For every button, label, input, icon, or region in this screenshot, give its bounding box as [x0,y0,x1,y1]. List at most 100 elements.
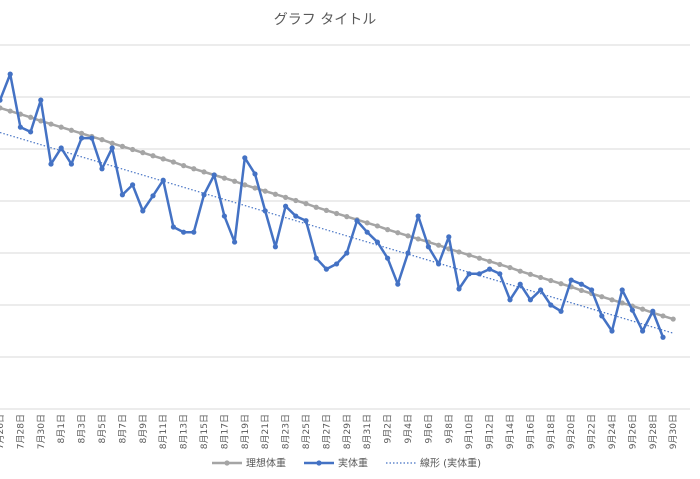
x-tick-label: 9月10日 [464,414,475,449]
x-tick-label: 9月14日 [505,414,516,449]
data-point [48,161,54,167]
data-point [476,255,482,261]
x-tick-label: 8月1日 [56,414,67,443]
data-point [354,218,360,224]
data-point [262,208,268,214]
data-point [68,127,74,133]
x-tick-label: 8月17日 [219,414,230,449]
data-point [17,124,23,130]
data-point [619,300,625,306]
data-point [58,124,64,130]
data-point [364,229,370,235]
data-point [7,71,13,77]
x-tick-label: 8月7日 [117,414,128,443]
data-point [578,281,585,287]
data-point [252,171,258,177]
data-point [609,297,615,303]
data-point [446,234,452,240]
x-tick-label: 8月21日 [260,414,271,449]
data-point [221,175,227,181]
legend-marker [224,460,230,466]
legend-marker [316,460,322,466]
data-point [293,213,299,219]
data-point [558,308,564,314]
x-tick-label: 8月31日 [362,414,373,449]
data-point [364,220,370,226]
data-point [293,197,299,204]
x-tick-label: 7月30日 [36,414,47,449]
data-point [558,281,564,287]
data-point [221,213,227,219]
data-point [619,287,625,293]
x-tick-label: 8月13日 [179,414,190,449]
data-point [119,143,125,149]
x-tick-label: 9月24日 [607,414,618,449]
data-point [140,150,146,156]
data-point [232,239,238,245]
data-point [334,261,340,267]
x-tick-label: 9月26日 [627,414,638,449]
legend-label: 線形 (実体重) [420,457,481,470]
x-tick-label: 9月30日 [668,414,679,449]
data-point [58,145,64,151]
trendline [0,131,674,334]
data-point [538,274,544,281]
data-point [191,166,197,172]
x-tick-label: 8月5日 [97,414,108,443]
data-point [232,178,238,184]
data-point [487,258,493,264]
data-point [48,121,54,127]
x-tick-label: 8月25日 [301,414,312,449]
data-point [150,153,156,159]
data-point [252,185,258,191]
data-point [466,252,472,258]
x-tick-label: 8月19日 [240,414,251,449]
data-point [313,255,319,261]
data-point [79,135,85,141]
data-point [487,266,493,272]
data-point [385,227,391,233]
data-point [130,146,136,153]
data-point [405,233,411,239]
series-line [0,72,665,338]
data-point [507,264,513,271]
data-point [425,244,431,250]
x-tick-label: 9月4日 [403,414,414,443]
data-point [660,313,666,319]
data-point [181,229,187,235]
data-point [517,268,523,274]
data-point [629,307,636,313]
data-point [599,313,605,319]
data-point [109,145,115,151]
data-point [68,161,74,167]
data-point [374,223,380,229]
data-point [640,306,646,312]
x-tick-label: 9月8日 [444,414,455,443]
data-point [415,236,421,242]
x-tick-label: 8月23日 [281,414,292,449]
data-point [344,214,350,220]
data-point [109,140,115,146]
data-point [527,297,534,303]
data-point [323,266,329,272]
data-point [272,191,278,197]
data-point [272,244,278,250]
data-point [38,97,44,103]
x-tick-label: 9月28日 [648,414,659,449]
data-point [497,261,503,268]
data-point [344,250,350,256]
data-point [170,159,176,165]
data-point [456,249,462,255]
data-point [28,129,34,135]
legend-label: 理想体重 [246,457,286,470]
data-point [181,163,187,169]
x-tick-label: 7月26日 [0,414,6,449]
data-point [497,271,503,277]
data-point [99,137,105,143]
data-point [568,277,574,283]
x-tick-label: 9月2日 [383,414,394,443]
data-point [262,188,268,194]
data-point [140,208,146,214]
data-point [303,218,309,224]
data-point [28,114,34,120]
